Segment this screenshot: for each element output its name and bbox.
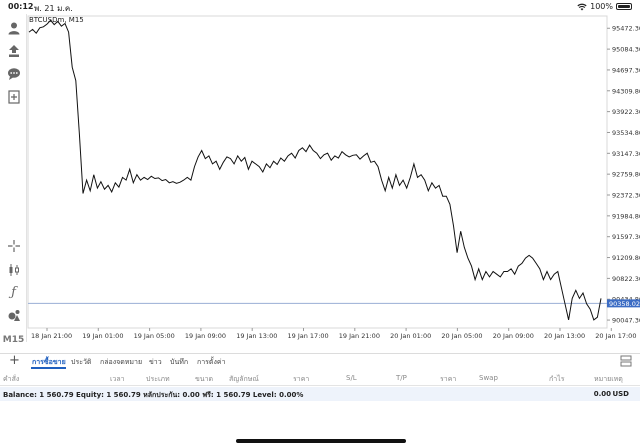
y-tick-label: 93534.80: [612, 129, 640, 137]
terminal-tabs: + การซื้อขาย ประวัติ กล่องจดหมาย ข่าว บั…: [0, 353, 640, 370]
y-tick-label: 92759.80: [612, 171, 640, 179]
status-bar: 00:12 พ. 21 ม.ค. 100%: [0, 0, 640, 14]
total-profit: 0.00: [593, 390, 611, 398]
account-icon[interactable]: [4, 18, 23, 37]
current-price-badge: [607, 299, 640, 308]
col-comment: หมายเหตุ: [594, 375, 623, 383]
timeframe-selector[interactable]: M15: [2, 334, 25, 345]
y-tick-label: 95472.30: [612, 25, 640, 33]
col-symbol: สัญลักษณ์: [229, 375, 259, 383]
candles-icon[interactable]: [4, 260, 23, 279]
left-toolbar: ƒ M15: [0, 14, 27, 345]
y-tick-label: 93922.30: [612, 108, 640, 116]
x-tick-label: 20 Jan 09:00: [493, 332, 534, 340]
col-price: ราคา: [293, 375, 310, 383]
tab-settings[interactable]: การตั้งค่า: [197, 358, 226, 366]
active-tab-indicator: [31, 367, 66, 369]
balance-summary: Balance: 1 560.79 Equity: 1 560.79 หลักป…: [3, 391, 304, 399]
wifi-icon: [577, 3, 587, 10]
chat-icon[interactable]: [4, 64, 23, 83]
y-tick-label: 95084.30: [612, 46, 640, 54]
crosshair-icon[interactable]: [4, 236, 23, 255]
y-tick-label: 94309.80: [612, 87, 640, 95]
x-tick-label: 18 Jan 21:00: [31, 332, 72, 340]
tab-news[interactable]: ข่าว: [149, 358, 162, 366]
x-tick-label: 20 Jan 13:00: [544, 332, 585, 340]
chart-canvas[interactable]: 95472.30 95084.30 94697.30 94309.80 93922.30…: [27, 14, 640, 342]
col-tp: T/P: [396, 374, 407, 382]
x-tick-label: 20 Jan 05:00: [441, 332, 482, 340]
y-tick-label: 91984.80: [612, 212, 640, 220]
y-tick-label: 92372.30: [612, 192, 640, 200]
panel-layout-icon[interactable]: [620, 355, 632, 370]
y-tick-label: 91597.30: [612, 233, 640, 241]
y-tick-label: 90047.30: [612, 317, 640, 325]
status-date: พ. 21 ม.ค.: [34, 4, 73, 13]
x-tick-label: 19 Jan 09:00: [185, 332, 226, 340]
tab-trade[interactable]: การซื้อขาย: [32, 358, 66, 366]
indicator-f-icon[interactable]: ƒ: [11, 285, 16, 300]
current-price-label: 90358.02: [609, 300, 640, 308]
col-time: เวลา: [110, 375, 125, 383]
col-sl: S/L: [346, 374, 357, 382]
add-document-icon[interactable]: [4, 87, 23, 106]
y-tick-label: 93147.30: [612, 150, 640, 158]
x-tick-label: 19 Jan 13:00: [236, 332, 277, 340]
col-type: ประเภท: [146, 375, 170, 383]
tab-mailbox[interactable]: กล่องจดหมาย: [100, 358, 143, 366]
objects-icon[interactable]: [4, 306, 23, 325]
x-tick-label: 19 Jan 17:00: [288, 332, 329, 340]
price-series-line: [28, 19, 602, 321]
col-swap: Swap: [479, 374, 498, 382]
status-right: 100%: [577, 2, 632, 11]
y-tick-label: 91209.80: [612, 254, 640, 262]
balance-row: Balance: 1 560.79 Equity: 1 560.79 หลักป…: [0, 387, 640, 401]
x-tick-label: 20 Jan 01:00: [390, 332, 431, 340]
col-order: คำสั่ง: [3, 375, 20, 383]
x-tick-label: 19 Jan 21:00: [339, 332, 380, 340]
status-time: 00:12: [8, 2, 34, 11]
battery-percent: 100%: [590, 2, 613, 11]
add-icon[interactable]: +: [9, 353, 20, 368]
y-tick-label: 90822.30: [612, 275, 640, 283]
tab-journal[interactable]: บันทึก: [170, 358, 189, 366]
account-currency: USD: [612, 390, 629, 398]
col-volume: ขนาด: [195, 375, 214, 383]
y-tick-label: 94697.30: [612, 66, 640, 74]
x-tick-label: 19 Jan 01:00: [82, 332, 123, 340]
plot-frame: [27, 15, 608, 329]
home-indicator[interactable]: [236, 439, 406, 443]
trade-arrows-icon[interactable]: [4, 41, 23, 60]
col-price-current: ราคา: [440, 375, 457, 383]
price-chart[interactable]: 95472.30 95084.30 94697.30 94309.80 93922.30…: [27, 14, 640, 342]
battery-icon: [616, 3, 632, 10]
x-tick-label: 19 Jan 05:00: [134, 332, 175, 340]
orders-table-header: คำสั่ง เวลา ประเภท ขนาด สัญลักษณ์ ราคา S…: [0, 370, 640, 386]
col-profit: กำไร: [549, 375, 565, 383]
chart-symbol-label: BTCUSDm, M15: [29, 16, 84, 24]
tab-history[interactable]: ประวัติ: [71, 358, 92, 366]
x-tick-label: 20 Jan 17:00: [595, 332, 636, 340]
